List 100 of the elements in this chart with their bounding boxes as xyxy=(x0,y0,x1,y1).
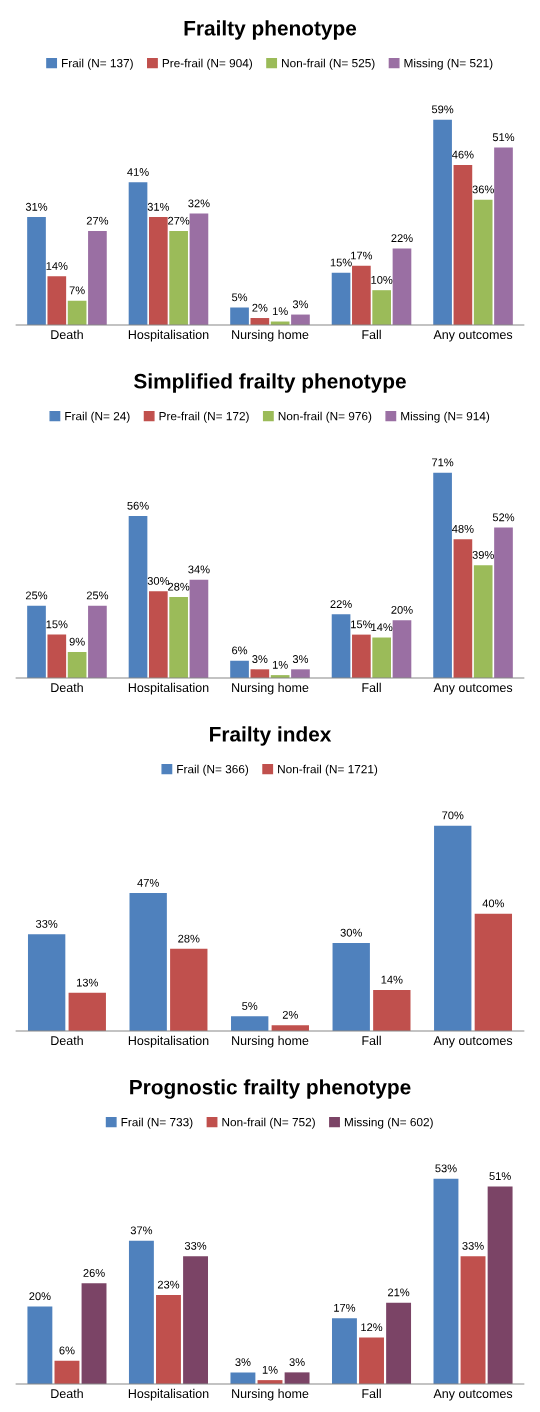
data-label: 15% xyxy=(351,620,373,629)
data-label: 71% xyxy=(432,458,454,467)
x-tick-label: Hospitalisation xyxy=(128,1035,209,1048)
x-tick-label: Hospitalisation xyxy=(128,329,209,342)
bar xyxy=(494,147,513,325)
data-label: 6% xyxy=(59,1346,75,1355)
bar xyxy=(128,1240,154,1384)
bar xyxy=(148,591,168,678)
x-tick-label: Fall xyxy=(362,329,381,340)
data-label: 21% xyxy=(388,1288,410,1297)
bar xyxy=(81,1283,107,1384)
data-label: 17% xyxy=(351,251,373,260)
bar xyxy=(460,1256,486,1384)
data-label: 3% xyxy=(292,655,309,663)
chart-title: Simplified frailty phenotype xyxy=(134,373,406,393)
legend-label: Non-frail (N= 752) xyxy=(222,1117,315,1129)
bar xyxy=(359,1337,384,1384)
data-label: 15% xyxy=(46,620,68,629)
data-label: 23% xyxy=(157,1280,180,1289)
x-tick-label: Any outcomes xyxy=(433,1389,513,1401)
bar xyxy=(230,307,249,325)
data-label: 1% xyxy=(272,307,288,316)
bar xyxy=(156,1294,181,1384)
bar xyxy=(352,265,371,325)
bar xyxy=(453,164,473,325)
data-label: 5% xyxy=(231,293,248,302)
x-tick-label: Nursing home xyxy=(232,329,309,342)
x-tick-label: Nursing home xyxy=(232,1035,309,1048)
data-label: 33% xyxy=(184,1241,207,1250)
bar xyxy=(331,272,351,325)
data-label: 41% xyxy=(127,168,149,176)
bar xyxy=(170,948,208,1031)
data-label: 14% xyxy=(381,975,403,984)
bar xyxy=(230,660,249,678)
data-label: 27% xyxy=(86,216,109,225)
data-label: 46% xyxy=(452,150,474,159)
x-tick-label: Death xyxy=(51,1035,83,1046)
data-label: 17% xyxy=(334,1303,356,1312)
data-label: 13% xyxy=(76,978,98,987)
bar xyxy=(291,669,310,678)
bar xyxy=(231,1016,269,1031)
bar xyxy=(189,579,209,678)
data-label: 28% xyxy=(168,582,190,591)
bar xyxy=(128,182,148,325)
data-label: 37% xyxy=(130,1226,153,1235)
bar xyxy=(372,290,392,325)
data-label: 3% xyxy=(235,1358,251,1367)
data-label: 31% xyxy=(147,202,170,211)
data-label: 15% xyxy=(330,258,352,267)
bar xyxy=(331,1318,357,1384)
legend-label: Frail (N= 137) xyxy=(62,58,133,70)
data-label: 22% xyxy=(391,234,413,243)
bar xyxy=(230,1372,256,1384)
data-label: 20% xyxy=(29,1292,51,1301)
legend-label: Non-frail (N= 525) xyxy=(282,58,375,70)
bar xyxy=(54,1360,80,1384)
x-tick-label: Any outcomes xyxy=(433,1036,513,1048)
x-tick-label: Hospitalisation xyxy=(128,682,209,695)
data-label: 12% xyxy=(361,1323,383,1332)
bar xyxy=(453,539,473,678)
data-label: 3% xyxy=(289,1358,305,1367)
data-label: 33% xyxy=(462,1241,484,1250)
bar xyxy=(331,614,351,678)
bar xyxy=(27,1306,53,1384)
data-label: 56% xyxy=(127,501,149,510)
bar xyxy=(183,1256,209,1384)
bar xyxy=(392,248,412,325)
data-label: 25% xyxy=(86,591,109,600)
bar xyxy=(386,1302,412,1384)
bar xyxy=(68,992,106,1031)
data-label: 14% xyxy=(371,623,393,632)
data-label: 7% xyxy=(69,286,85,295)
data-label: 51% xyxy=(489,1172,511,1181)
data-label: 3% xyxy=(292,300,309,309)
x-tick-label: Death xyxy=(51,329,83,340)
bar xyxy=(352,634,371,678)
x-tick-label: Nursing home xyxy=(232,1388,309,1401)
legend-label: Missing (N= 914) xyxy=(401,411,490,423)
data-label: 47% xyxy=(137,878,159,887)
bar xyxy=(27,934,66,1031)
x-tick-label: Fall xyxy=(362,1388,381,1399)
bar xyxy=(27,605,46,678)
legend-label: Non-frail (N= 1721) xyxy=(278,764,378,776)
data-label: 28% xyxy=(178,934,200,943)
bar xyxy=(433,1178,459,1384)
bar xyxy=(169,231,188,325)
legend-label: Missing (N= 602) xyxy=(344,1117,433,1129)
legend-label: Frail (N= 366) xyxy=(177,764,249,776)
x-tick-label: Fall xyxy=(362,1035,381,1046)
data-label: 26% xyxy=(83,1269,105,1277)
data-label: 30% xyxy=(147,577,170,585)
data-label: 36% xyxy=(472,185,494,194)
x-tick-label: Death xyxy=(51,682,83,693)
bar xyxy=(284,1372,310,1384)
bar xyxy=(47,276,67,325)
data-label: 22% xyxy=(330,600,352,608)
bar xyxy=(487,1186,513,1384)
data-label: 25% xyxy=(25,591,48,600)
bar xyxy=(47,634,67,678)
data-label: 48% xyxy=(452,524,474,533)
